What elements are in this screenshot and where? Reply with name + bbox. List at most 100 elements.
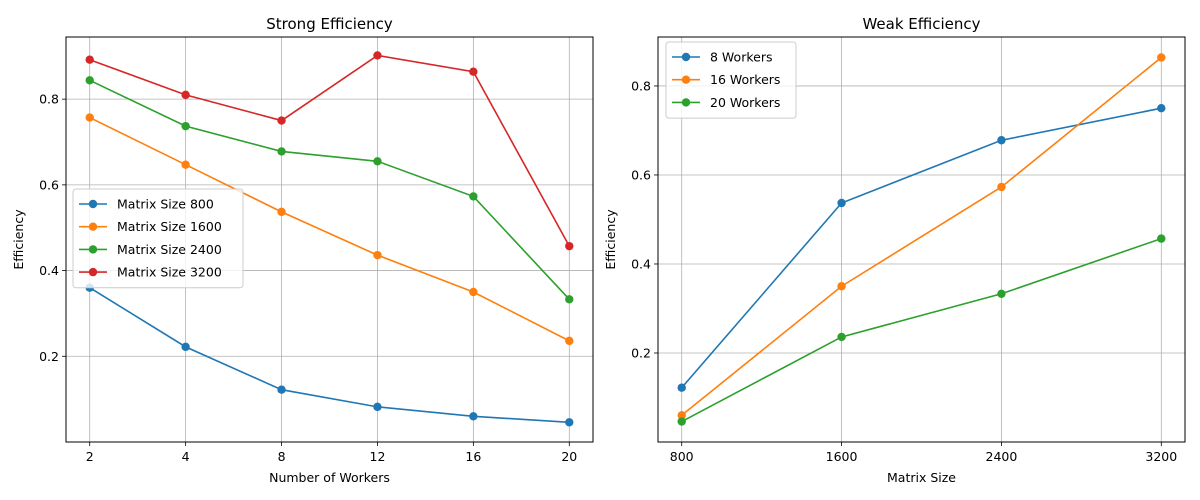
- series-line: [89, 287, 570, 424]
- x-tick-label: 2400: [986, 449, 1018, 464]
- legend-entry: Matrix Size 1600: [79, 219, 222, 234]
- data-point: [1157, 53, 1166, 62]
- data-point: [181, 90, 190, 100]
- legend-label: Matrix Size 1600: [117, 219, 222, 234]
- data-point: [181, 121, 190, 131]
- x-axis-label: Number of Workers: [269, 470, 390, 485]
- data-point: [277, 207, 286, 217]
- legend-frame: [665, 41, 797, 119]
- legend-swatch-marker: [681, 98, 691, 107]
- data-point: [373, 51, 382, 60]
- y-tick-label: 0.4: [631, 256, 651, 271]
- data-point: [677, 417, 686, 426]
- data-point: [469, 67, 478, 76]
- x-tick-label: 4: [182, 449, 190, 464]
- legend-swatch-marker: [88, 267, 98, 277]
- legend-label: Matrix Size 800: [117, 197, 214, 212]
- data-point: [565, 418, 574, 427]
- data-point: [85, 55, 94, 64]
- data-point: [373, 402, 382, 412]
- x-tick-label: 3200: [1145, 449, 1177, 464]
- series-matrix-size-1600: [85, 113, 574, 346]
- series-matrix-size-2400: [85, 76, 574, 304]
- grid: [66, 37, 593, 442]
- legend-swatch-marker: [88, 199, 98, 209]
- legend-label: 8 Workers: [710, 50, 772, 65]
- data-point: [837, 198, 846, 208]
- weak-efficiency-chart: 800 1600 2400 3200 0.2 0.4 0.6 0.8 Weak Efficien…: [603, 15, 1186, 485]
- x-tick-label: 8: [278, 449, 286, 464]
- series-16-workers: [677, 53, 1166, 420]
- x-tick-label: 12: [370, 449, 386, 464]
- series-line: [89, 79, 570, 300]
- y-tick-label: 0.6: [39, 177, 59, 192]
- x-axis-label: Matrix Size: [887, 470, 956, 485]
- data-point: [373, 250, 382, 260]
- chart-title: Weak Efficiency: [862, 15, 980, 33]
- legend-label: Matrix Size 2400: [117, 242, 222, 257]
- strong-efficiency-chart: 2 4 8 12 16 20 0.2 0.4 0.6 0.8 Strong Efficiency Nu…: [11, 15, 594, 485]
- y-tick-label: 0.6: [631, 167, 651, 182]
- data-point: [565, 295, 574, 304]
- legend-label: Matrix Size 3200: [117, 265, 222, 280]
- y-tick-label: 0.2: [631, 345, 651, 360]
- legend-entry: 8 Workers: [672, 50, 772, 65]
- y-tick-label: 0.2: [39, 349, 59, 364]
- series-20-workers: [677, 234, 1166, 426]
- plot-frame: [657, 36, 1186, 443]
- y-tick-label: 0.8: [631, 78, 651, 93]
- x-tick-label: 16: [465, 449, 481, 464]
- data-point: [565, 336, 574, 346]
- data-point: [837, 332, 846, 342]
- data-point: [997, 136, 1006, 145]
- data-point: [677, 383, 686, 392]
- legend-swatch-marker: [88, 245, 98, 254]
- data-point: [1157, 234, 1166, 243]
- series-line: [89, 116, 570, 342]
- data-point: [181, 342, 190, 352]
- legend-entry: Matrix Size 3200: [79, 265, 222, 280]
- y-tick-label: 0.4: [39, 263, 59, 278]
- data-point: [181, 160, 190, 169]
- x-tick-label: 1600: [826, 449, 858, 464]
- legend-entry: 20 Workers: [672, 95, 780, 110]
- series-line: [89, 54, 570, 247]
- legend: 8 Workers 16 Workers 20 Workers: [665, 41, 797, 119]
- data-point: [837, 282, 846, 291]
- data-point: [1157, 104, 1166, 113]
- legend-frame: [72, 188, 244, 289]
- series-line: [681, 107, 1162, 389]
- chart-title: Strong Efficiency: [266, 15, 393, 33]
- data-point: [469, 412, 478, 421]
- legend-label: 16 Workers: [710, 72, 780, 87]
- legend-entry: 16 Workers: [672, 72, 780, 87]
- series-line: [681, 237, 1162, 423]
- legend: Matrix Size 800 Matrix Size 1600 Matrix Si…: [72, 188, 244, 289]
- data-point: [469, 192, 478, 201]
- y-axis-label: Efficiency: [11, 209, 26, 270]
- plot-frame: [65, 36, 594, 443]
- y-axis-label: Efficiency: [603, 209, 618, 270]
- data-point: [997, 289, 1006, 298]
- data-point: [277, 385, 286, 394]
- data-point: [469, 287, 478, 297]
- legend-label: 20 Workers: [710, 95, 780, 110]
- x-tick-label: 20: [561, 449, 577, 464]
- data-point: [85, 113, 94, 122]
- x-tick-label: 800: [670, 449, 694, 464]
- x-tick-label: 2: [86, 449, 94, 464]
- series-matrix-size-3200: [85, 51, 574, 251]
- data-point: [373, 157, 382, 166]
- data-point: [277, 116, 286, 125]
- data-point: [677, 411, 686, 420]
- data-point: [85, 76, 94, 85]
- legend-entry: Matrix Size 2400: [79, 242, 222, 257]
- data-point: [997, 182, 1006, 192]
- series-8-workers: [677, 104, 1166, 392]
- legend-swatch-marker: [681, 52, 691, 62]
- legend-swatch-marker: [88, 222, 98, 231]
- legend-entry: Matrix Size 800: [79, 197, 214, 212]
- legend-swatch-marker: [681, 75, 691, 84]
- series-line: [681, 56, 1162, 416]
